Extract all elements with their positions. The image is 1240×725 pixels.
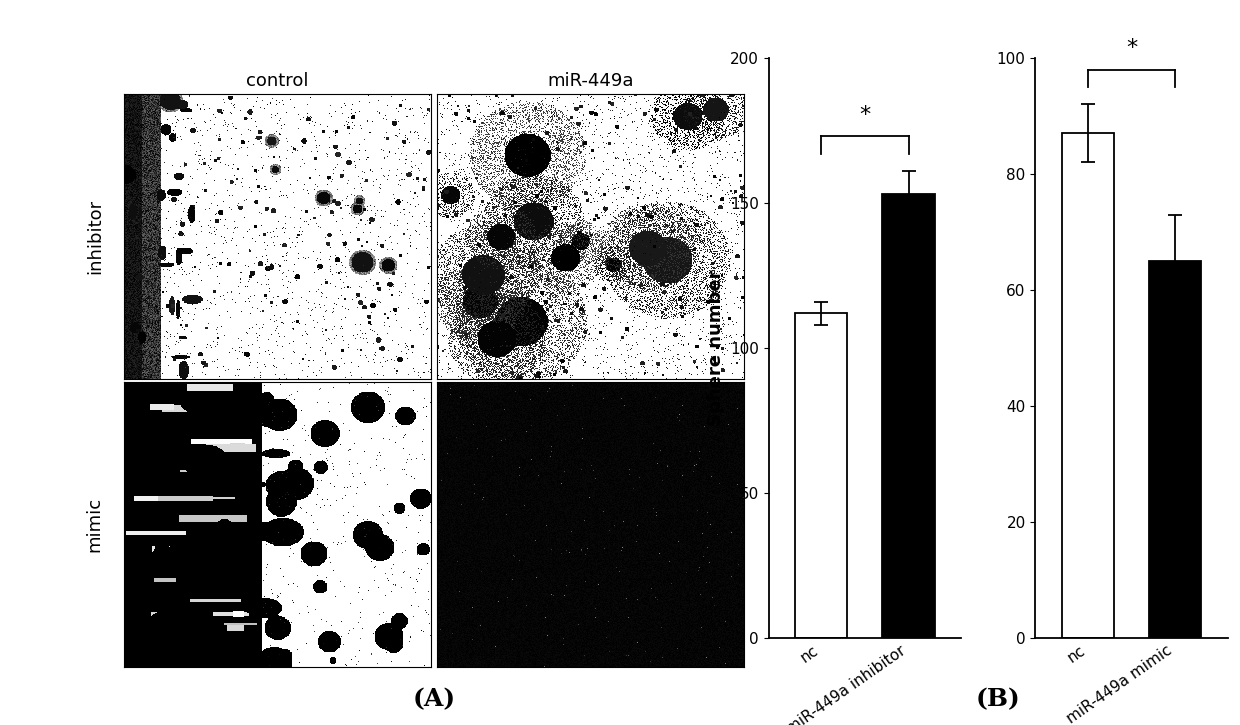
- Text: inhibitor: inhibitor: [86, 199, 104, 274]
- Bar: [883, 194, 935, 638]
- Y-axis label: Sphere number: Sphere number: [707, 270, 724, 426]
- Bar: [795, 313, 847, 638]
- Bar: [1149, 261, 1202, 638]
- Text: mimic: mimic: [86, 497, 104, 552]
- Text: miR-449a: miR-449a: [547, 72, 634, 90]
- Text: (B): (B): [976, 687, 1021, 712]
- Text: control: control: [247, 72, 309, 90]
- Text: *: *: [859, 104, 870, 125]
- Text: *: *: [1126, 38, 1137, 58]
- Text: (A): (A): [413, 687, 455, 712]
- Bar: [1061, 133, 1114, 638]
